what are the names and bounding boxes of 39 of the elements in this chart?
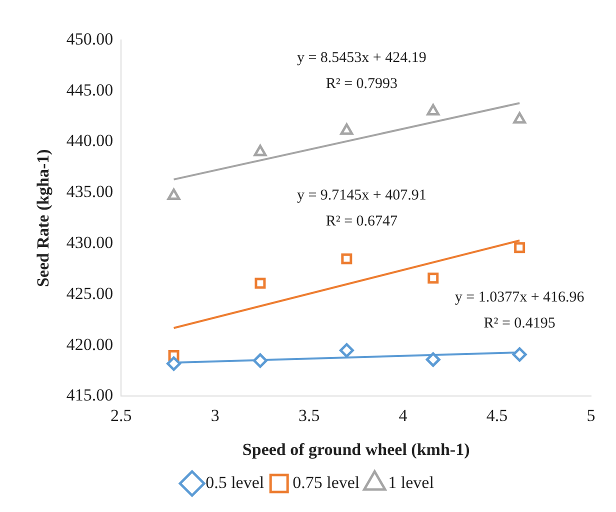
point [252,353,268,368]
point [254,144,267,156]
point [426,352,440,367]
legend-label: 0.5 level [206,472,264,492]
point [167,188,180,200]
x-tick-label: 4 [398,406,408,425]
x-tick-label: 5 [586,406,596,425]
annotation: R² = 0.6747 [326,213,398,230]
x-tick-label: 3 [210,406,220,425]
point [339,343,354,358]
y-tick-label: 445.00 [66,80,114,100]
point [426,104,440,116]
y-tick-label: 425.00 [66,284,114,303]
legend-label: 1 level [388,472,434,492]
point [513,112,526,124]
y-tick-label: 430.00 [66,233,114,252]
y-tick-label: 440.00 [66,131,114,150]
y-tick-label: 415.00 [66,386,114,405]
point [254,278,266,289]
y-tick-label: 450.00 [66,29,114,48]
point [341,253,352,264]
annotation: R² = 0.7993 [326,76,398,92]
y-tick-label: 420.00 [66,334,114,354]
annotation: y = 8.5453x + 424.19 [296,50,426,66]
point [512,347,527,362]
x-tick-label: 2.5 [110,406,132,425]
annotation: y = 9.7145x + 407.91 [296,187,426,204]
legend-label: 0.75 level [292,472,360,492]
y-tick-label: 435.00 [66,182,114,202]
annotation: y = 1.0377x + 416.96 [454,289,585,306]
x-tick-label: 3.5 [298,406,320,425]
x-tick-label: 4.5 [486,406,508,425]
y-axis-title: Seed Rate (kgha-1) [34,149,53,288]
point [428,272,439,284]
annotation: R² = 0.4195 [484,315,556,332]
point [340,123,354,135]
point [514,242,526,254]
point [166,356,182,371]
x-axis-title: Speed of ground wheel (kmh-1) [242,440,470,460]
